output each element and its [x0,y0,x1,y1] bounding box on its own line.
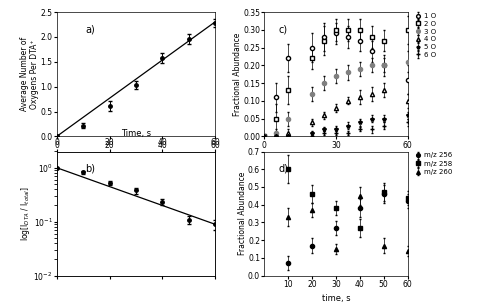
Legend: m/z 256, m/z 258, m/z 260: m/z 256, m/z 258, m/z 260 [414,152,452,175]
Text: a): a) [85,25,95,35]
Legend: 1 O, 2 O, 3 O, 4 O, 5 O, 6 O: 1 O, 2 O, 3 O, 4 O, 5 O, 6 O [414,13,436,58]
X-axis label: Time, s: Time, s [121,128,151,138]
Y-axis label: Fractional Abundance: Fractional Abundance [238,172,247,255]
Text: d): d) [279,164,288,174]
Text: c): c) [279,25,288,35]
Y-axis label: Fractional Abundance: Fractional Abundance [233,32,242,116]
X-axis label: time, s: time, s [322,295,350,303]
Text: b): b) [85,164,95,174]
Y-axis label: Average Number of
Oxygens Per DTA⁺: Average Number of Oxygens Per DTA⁺ [20,37,39,112]
X-axis label: Time, s: Time, s [321,155,351,164]
X-axis label: Time, s: Time, s [121,155,151,164]
Y-axis label: log[I$_{DTA}$ / I$_{total}$]: log[I$_{DTA}$ / I$_{total}$] [19,186,32,241]
